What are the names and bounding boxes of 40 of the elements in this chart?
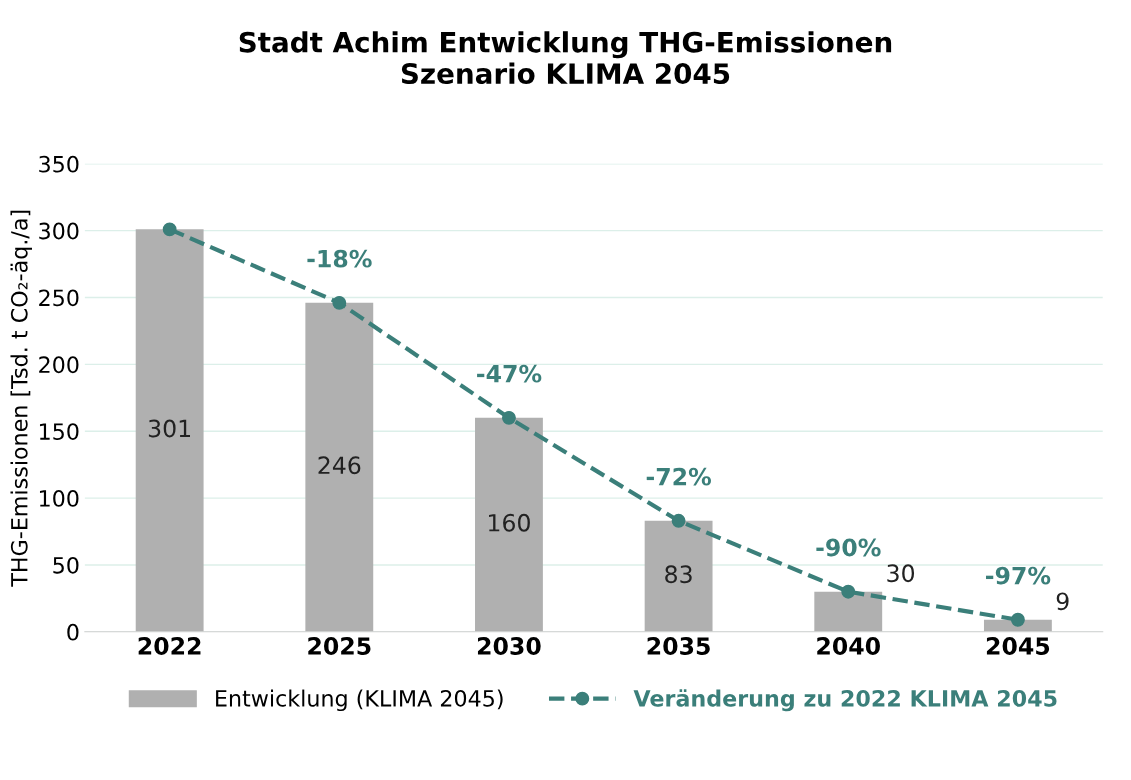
- annotation: -18%: [307, 249, 372, 268]
- bar: [814, 591, 883, 632]
- point: [332, 295, 347, 310]
- bar: [305, 302, 374, 632]
- x-tick-label: 2030: [477, 637, 541, 655]
- y-tick-label: 350: [39, 155, 79, 173]
- y-tick-label: 50: [53, 556, 79, 574]
- bar: [644, 520, 713, 632]
- annotation: -90%: [816, 538, 881, 557]
- x-tick-label: 2022: [138, 637, 201, 655]
- x-tick-label: 2040: [817, 637, 880, 655]
- chart-title: Stadt Achim Entwicklung THG-Emissionen Szenario KLIMA 2045: [239, 31, 892, 85]
- data-label: 246: [318, 456, 361, 475]
- y-tick-label: 300: [39, 222, 79, 240]
- y-tick-label: 200: [39, 356, 79, 374]
- data-label: 9: [1056, 592, 1069, 611]
- x-tick-label: 2025: [308, 637, 371, 655]
- y-tick-label: 150: [39, 423, 79, 440]
- legend-label: Veränderung zu 2022 KLIMA 2045: [633, 689, 1057, 712]
- annotation: -72%: [646, 467, 712, 486]
- data-label: 30: [887, 564, 915, 583]
- x-tick-label: 2035: [647, 637, 710, 655]
- y-tick-label: 0: [67, 623, 79, 641]
- y-tick-label: 100: [39, 490, 79, 507]
- annotation: -97%: [986, 566, 1051, 585]
- point: [1010, 612, 1025, 627]
- y-axis-title: THG-Emissionen [Tsd. t CO₂-äq./a]: [10, 210, 32, 587]
- data-label: 83: [665, 565, 692, 584]
- x-tick-label: 2045: [986, 637, 1050, 655]
- data-label: 301: [148, 419, 190, 438]
- point: [671, 513, 686, 528]
- legend-label: Entwicklung (KLIMA 2045): [216, 689, 503, 712]
- bar: [475, 417, 543, 632]
- annotation: -47%: [477, 364, 542, 383]
- point: [502, 410, 516, 425]
- y-tick-label: 250: [39, 289, 79, 307]
- point: [162, 222, 177, 237]
- point: [841, 584, 856, 599]
- bar: [135, 229, 204, 632]
- data-label: 160: [489, 513, 530, 532]
